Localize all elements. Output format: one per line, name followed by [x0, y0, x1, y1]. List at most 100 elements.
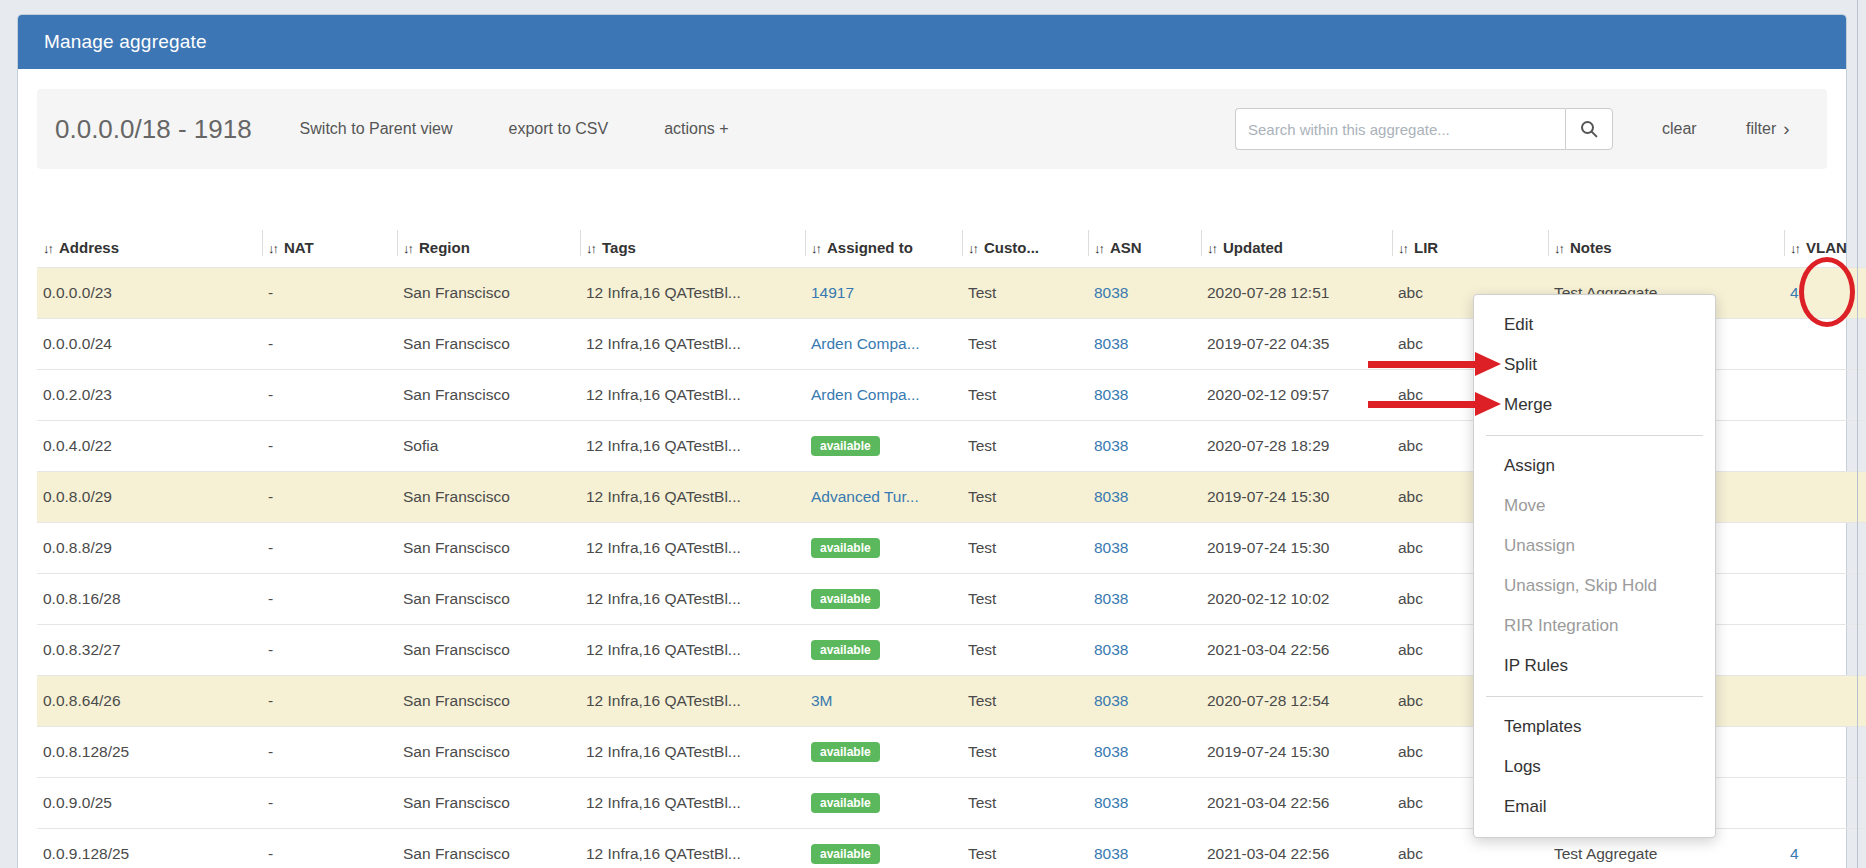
column-header-region[interactable]: ↓↑Region: [397, 227, 580, 268]
assigned-cell: 3M: [805, 676, 962, 727]
address-cell: 0.0.0.0/24: [37, 319, 262, 370]
updated-cell: 2019-07-24 15:30: [1201, 472, 1392, 523]
customer-cell: Test: [962, 472, 1088, 523]
customer-cell: Test: [962, 829, 1088, 868]
switch-parent-view-link[interactable]: Switch to Parent view: [300, 120, 453, 138]
address-cell: 0.0.8.64/26: [37, 676, 262, 727]
column-header-custo[interactable]: ↓↑ Custo...: [962, 227, 1088, 268]
tags-cell: 12 Infra,16 QATestBl...: [580, 625, 805, 676]
assigned-cell: Arden Compa...: [805, 319, 962, 370]
region-cell: San Franscisco: [397, 676, 580, 727]
region-cell: San Franscisco: [397, 319, 580, 370]
assigned-cell: 14917: [805, 268, 962, 319]
asn-link[interactable]: 8038: [1094, 437, 1128, 454]
search-input[interactable]: [1235, 108, 1565, 150]
asn-link[interactable]: 8038: [1094, 590, 1128, 607]
filter-link[interactable]: filter›: [1746, 118, 1790, 140]
asn-cell: 8038: [1088, 727, 1201, 778]
nat-cell: -: [262, 574, 397, 625]
vlan-cell: [1784, 676, 1866, 727]
menu-item-split[interactable]: Split: [1474, 345, 1715, 385]
asn-link[interactable]: 8038: [1094, 794, 1128, 811]
asn-link[interactable]: 8038: [1094, 335, 1128, 352]
actions-menu-link[interactable]: actions +: [664, 120, 728, 138]
menu-item-email[interactable]: Email: [1474, 787, 1715, 827]
vlan-cell: [1784, 727, 1866, 778]
menu-item-templates[interactable]: Templates: [1474, 707, 1715, 747]
column-header-asn[interactable]: ↓↑ASN: [1088, 227, 1201, 268]
tags-cell: 12 Infra,16 QATestBl...: [580, 370, 805, 421]
column-header-nat[interactable]: ↓↑NAT: [262, 227, 397, 268]
sort-icon: ↓↑: [43, 241, 52, 256]
column-header-label: LIR: [1414, 239, 1438, 256]
customer-cell: Test: [962, 676, 1088, 727]
menu-item-merge[interactable]: Merge: [1474, 385, 1715, 425]
sort-icon: ↓↑: [403, 241, 412, 256]
menu-item-logs[interactable]: Logs: [1474, 747, 1715, 787]
assigned-link[interactable]: Arden Compa...: [811, 335, 920, 352]
vlan-cell: [1784, 472, 1866, 523]
address-cell: 0.0.4.0/22: [37, 421, 262, 472]
updated-cell: 2021-03-04 22:56: [1201, 778, 1392, 829]
asn-link[interactable]: 8038: [1094, 539, 1128, 556]
assigned-link[interactable]: Advanced Tur...: [811, 488, 919, 505]
nat-cell: -: [262, 421, 397, 472]
status-badge-available: available: [811, 844, 880, 864]
menu-item-ip-rules[interactable]: IP Rules: [1474, 646, 1715, 686]
arrow-shaft: [1368, 361, 1476, 368]
region-cell: San Franscisco: [397, 727, 580, 778]
asn-cell: 8038: [1088, 319, 1201, 370]
asn-link[interactable]: 8038: [1094, 641, 1128, 658]
column-header-label: Notes: [1570, 239, 1612, 256]
nat-cell: -: [262, 472, 397, 523]
asn-link[interactable]: 8038: [1094, 284, 1128, 301]
aggregate-label: 0.0.0.0/18 - 1918: [55, 114, 252, 145]
customer-cell: Test: [962, 778, 1088, 829]
asn-link[interactable]: 8038: [1094, 386, 1128, 403]
assigned-cell: available: [805, 574, 962, 625]
clear-link[interactable]: clear: [1662, 120, 1697, 138]
assigned-link[interactable]: 3M: [811, 692, 833, 709]
address-cell: 0.0.8.32/27: [37, 625, 262, 676]
tags-cell: 12 Infra,16 QATestBl...: [580, 778, 805, 829]
asn-link[interactable]: 8038: [1094, 692, 1128, 709]
menu-item-edit[interactable]: Edit: [1474, 305, 1715, 345]
asn-link[interactable]: 8038: [1094, 743, 1128, 760]
column-header-tags[interactable]: ↓↑Tags: [580, 227, 805, 268]
asn-link[interactable]: 8038: [1094, 488, 1128, 505]
filter-label: filter: [1746, 120, 1776, 137]
sort-icon: ↓↑: [268, 241, 277, 256]
vlan-link[interactable]: 4: [1790, 284, 1799, 301]
column-header-notes[interactable]: ↓↑Notes: [1548, 227, 1784, 268]
tags-cell: 12 Infra,16 QATestBl...: [580, 676, 805, 727]
column-header-updated[interactable]: ↓↑Updated: [1201, 227, 1392, 268]
menu-divider: [1486, 696, 1703, 697]
address-cell: 0.0.9.0/25: [37, 778, 262, 829]
nat-cell: -: [262, 676, 397, 727]
status-badge-available: available: [811, 538, 880, 558]
column-header-address[interactable]: ↓↑ Address: [37, 227, 262, 268]
search-button[interactable]: [1565, 108, 1613, 150]
export-csv-link[interactable]: export to CSV: [509, 120, 609, 138]
column-header-label: Custo...: [984, 239, 1039, 256]
address-cell: 0.0.2.0/23: [37, 370, 262, 421]
assigned-link[interactable]: 14917: [811, 284, 854, 301]
vlan-link[interactable]: 4: [1790, 845, 1799, 862]
customer-cell: Test: [962, 421, 1088, 472]
tags-cell: 12 Infra,16 QATestBl...: [580, 829, 805, 868]
column-header-assigned-to[interactable]: ↓↑Assigned to: [805, 227, 962, 268]
asn-link[interactable]: 8038: [1094, 845, 1128, 862]
updated-cell: 2019-07-22 04:35: [1201, 319, 1392, 370]
menu-item-assign[interactable]: Assign: [1474, 446, 1715, 486]
assigned-cell: available: [805, 523, 962, 574]
column-header-lir[interactable]: ↓↑LIR: [1392, 227, 1548, 268]
nat-cell: -: [262, 268, 397, 319]
sort-icon: ↓↑: [968, 241, 977, 256]
asn-cell: 8038: [1088, 523, 1201, 574]
column-header-label: Address: [59, 239, 119, 256]
assigned-link[interactable]: Arden Compa...: [811, 386, 920, 403]
tags-cell: 12 Infra,16 QATestBl...: [580, 472, 805, 523]
menu-item-move: Move: [1474, 486, 1715, 526]
address-cell: 0.0.0.0/23: [37, 268, 262, 319]
arrow-head: [1475, 352, 1501, 376]
